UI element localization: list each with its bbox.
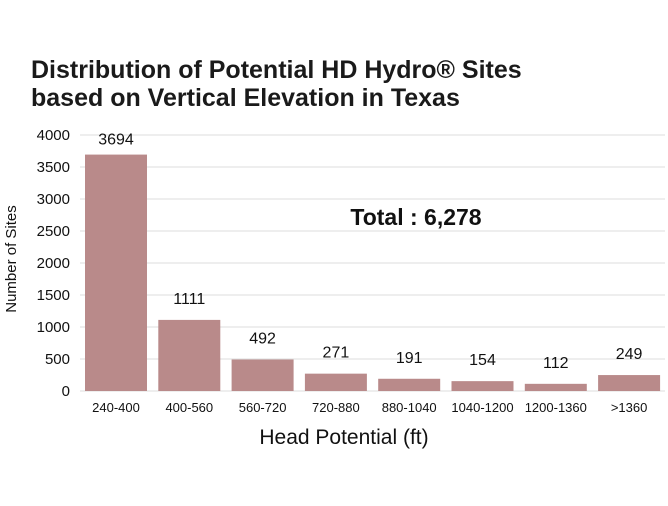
chart-title: Distribution of Potential HD Hydro® Site… — [31, 56, 522, 112]
bar — [85, 154, 147, 391]
x-axis-ticks: 240-400 400-560 560-720 720-880 880-1040 1040… — [92, 400, 647, 415]
total-annotation: Total : 6,278 — [350, 204, 481, 230]
y-tick-label: 3500 — [37, 159, 70, 176]
bar — [231, 359, 294, 391]
y-axis-title: Number of Sites — [3, 205, 20, 313]
x-tick-label: 240-400 — [92, 400, 140, 415]
x-tick-label: 560-720 — [239, 400, 287, 415]
bar — [524, 383, 587, 391]
x-axis-title: Head Potential (ft) — [259, 426, 428, 449]
data-labels: 3694 1111 492 271 191 154 112 249 — [98, 132, 642, 372]
x-tick-label: 1040-1200 — [451, 400, 513, 415]
bar — [158, 319, 221, 391]
bar — [378, 378, 441, 391]
y-tick-label: 4000 — [37, 127, 70, 144]
y-tick-label: 0 — [62, 383, 70, 400]
x-tick-label: 720-880 — [312, 400, 360, 415]
x-tick-label: >1360 — [611, 400, 648, 415]
y-tick-label: 1000 — [37, 319, 70, 336]
y-tick-label: 2500 — [37, 223, 70, 240]
x-tick-label: 880-1040 — [382, 400, 437, 415]
data-label: 191 — [396, 350, 423, 367]
bar — [598, 375, 661, 391]
y-axis-ticks: 0 500 1000 1500 2000 2500 3000 3500 4000 — [37, 127, 70, 400]
x-tick-label: 400-560 — [165, 400, 213, 415]
bar — [451, 381, 514, 391]
data-label: 249 — [616, 346, 643, 363]
data-label: 1111 — [173, 291, 205, 308]
data-label: 112 — [543, 355, 569, 372]
data-label: 492 — [249, 331, 276, 348]
data-label: 3694 — [98, 132, 134, 149]
x-tick-label: 1200-1360 — [525, 400, 587, 415]
y-tick-label: 1500 — [37, 287, 70, 304]
y-tick-label: 500 — [45, 351, 70, 368]
bars — [85, 154, 661, 391]
data-label: 271 — [323, 345, 350, 362]
data-label: 154 — [469, 352, 496, 369]
y-tick-label: 3000 — [37, 191, 70, 208]
y-tick-label: 2000 — [37, 255, 70, 272]
bar — [304, 373, 367, 391]
